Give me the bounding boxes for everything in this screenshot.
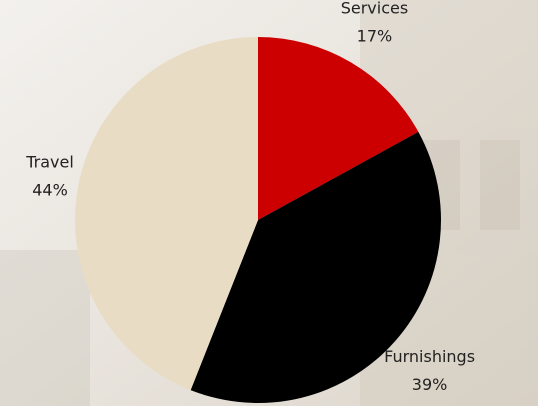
pie-slice [258, 37, 419, 220]
slice-value-label: 39% [412, 375, 448, 394]
pie-slice [190, 131, 442, 404]
slice-label: Travel [25, 153, 74, 172]
slice-label: Services [341, 0, 408, 18]
slice-value-label: 17% [357, 27, 393, 46]
slice-label: Furnishings [384, 347, 475, 366]
slice-value-label: 44% [32, 181, 68, 200]
pie-slice [74, 37, 259, 391]
